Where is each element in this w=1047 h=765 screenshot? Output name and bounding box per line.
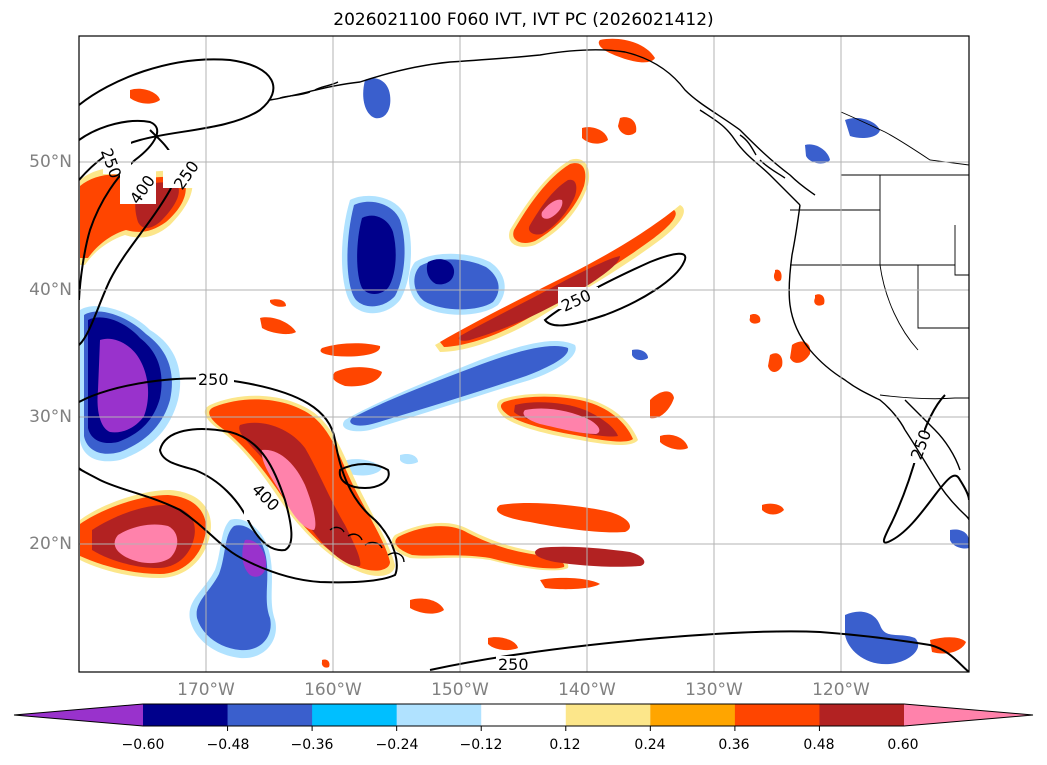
lat-label-30: 30°N bbox=[29, 407, 72, 427]
colorbar-bin-8 bbox=[819, 704, 905, 726]
colorbar-bin-0 bbox=[143, 704, 229, 726]
colorbar-tick-1: −0.48 bbox=[206, 737, 250, 753]
colorbar-bin-2 bbox=[312, 704, 398, 726]
coast-baja bbox=[904, 429, 969, 521]
colorbar-tick-4: −0.12 bbox=[459, 737, 503, 753]
colorbar-bin-4 bbox=[481, 704, 567, 726]
colorbar-bin-1 bbox=[227, 704, 313, 726]
contour-250-hawaii-outer bbox=[79, 377, 398, 584]
lat-label-20: 20°N bbox=[29, 534, 72, 554]
colorbar-tick-6: 0.24 bbox=[634, 737, 666, 753]
colorbar-tick-3: −0.24 bbox=[375, 737, 419, 753]
map-content: 250 400 250 250 250 250 400 250 bbox=[79, 36, 969, 674]
lon-label-150w: 150°W bbox=[431, 680, 489, 700]
contour-250-band bbox=[543, 252, 687, 327]
contour-label-250-west: 250 bbox=[198, 370, 229, 389]
colorbar-tick-2: −0.36 bbox=[290, 737, 334, 753]
lon-label-170w: 170°W bbox=[177, 680, 235, 700]
border-alaska-canada bbox=[840, 111, 969, 166]
colorbar-bin-5 bbox=[565, 704, 651, 726]
negative-anomaly-blobs bbox=[80, 78, 969, 665]
contour-250-south bbox=[429, 630, 969, 672]
colorbar bbox=[13, 703, 1034, 731]
border-canada-us bbox=[840, 36, 969, 176]
colorbar-tick-0: −0.60 bbox=[121, 737, 165, 753]
border-states bbox=[790, 175, 969, 351]
coast-mexico-gulf bbox=[904, 399, 961, 471]
contour-400-hawaii bbox=[158, 428, 293, 552]
contour-label-backgrounds bbox=[103, 140, 924, 672]
contour-small-hawaii bbox=[338, 463, 390, 490]
lon-label-130w: 130°W bbox=[685, 680, 743, 700]
coast-canada bbox=[699, 109, 801, 206]
coast-us-west bbox=[788, 204, 906, 431]
lon-label-160w: 160°W bbox=[304, 680, 362, 700]
contour-label-250-south: 250 bbox=[498, 655, 529, 674]
colorbar-bin-3 bbox=[396, 704, 482, 726]
contour-400-northwest bbox=[79, 119, 159, 301]
colorbar-bin-7 bbox=[734, 704, 820, 726]
lon-label-140w: 140°W bbox=[558, 680, 616, 700]
coast-aleutian bbox=[279, 81, 339, 99]
colorbar-tick-8: 0.48 bbox=[803, 737, 835, 753]
blob-alaska-blue bbox=[363, 78, 391, 119]
map-title: 2026021100 F060 IVT, IVT PC (2026021412) bbox=[333, 10, 714, 30]
lon-label-120w: 120°W bbox=[812, 680, 870, 700]
border-mexico bbox=[879, 394, 969, 400]
colorbar-outline bbox=[13, 703, 1034, 727]
colorbar-tick-9: 0.60 bbox=[887, 737, 919, 753]
map-frame bbox=[78, 35, 970, 673]
colorbar-bin-6 bbox=[650, 704, 736, 726]
lat-label-50: 50°N bbox=[29, 152, 72, 172]
gridlines bbox=[79, 36, 969, 672]
coast-alaska bbox=[269, 49, 816, 196]
colorbar-extend-high bbox=[904, 704, 1033, 726]
borders bbox=[790, 36, 969, 400]
lat-label-40: 40°N bbox=[29, 280, 72, 300]
colorbar-tick-5: 0.12 bbox=[549, 737, 581, 753]
colorbar-extend-low bbox=[14, 704, 143, 726]
coast-hawaii bbox=[329, 526, 405, 563]
colorbar-tick-7: 0.36 bbox=[718, 737, 750, 753]
coast-bc-islands bbox=[739, 134, 786, 179]
